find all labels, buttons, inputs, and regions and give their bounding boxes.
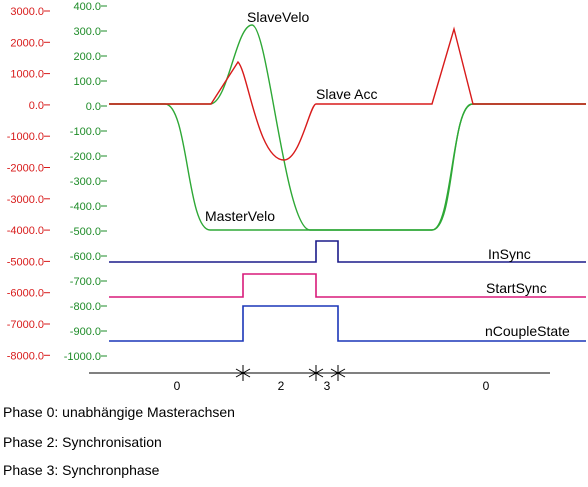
- right-tick-label: 300.0: [73, 26, 101, 38]
- left-tick-label: -1000.0: [7, 131, 44, 143]
- right-tick-label: -300.0: [70, 176, 101, 188]
- right-tick-label: -900.0: [70, 326, 101, 338]
- label-slave-velo: SlaveVelo: [247, 9, 309, 25]
- left-tick-label: -4000.0: [7, 225, 44, 237]
- right-tick-label: 200.0: [73, 51, 101, 63]
- right-tick-label: -500.0: [70, 226, 101, 238]
- left-axis-ticks: 3000.0 2000.0 1000.0 0.0 -1000.0 -2000.0 -3000…: [7, 6, 50, 362]
- master-velo-curve: [109, 103, 586, 231]
- phase-label-3: 3: [324, 379, 331, 393]
- right-tick-label: 100.0: [73, 76, 101, 88]
- right-tick-label: -600.0: [70, 251, 101, 263]
- left-tick-label: -6000.0: [7, 288, 44, 300]
- label-ncouplestate: nCoupleState: [485, 323, 570, 339]
- left-tick-label: -7000.0: [7, 319, 44, 331]
- slave-velo-curve: [109, 24, 586, 231]
- chart: 3000.02000.01000.00.0-1000.0-2000.0-3000…: [7, 1, 586, 393]
- right-tick-label: -800.0: [70, 301, 101, 313]
- right-tick-label: -100.0: [70, 126, 101, 138]
- left-tick-label: 0.0: [29, 100, 44, 112]
- right-tick-label: 400.0: [73, 1, 101, 13]
- left-tick-label: -8000.0: [7, 350, 44, 362]
- left-tick-label: 3000.0: [10, 6, 44, 18]
- left-tick-label: -2000.0: [7, 163, 44, 175]
- left-tick-label: 2000.0: [10, 37, 44, 49]
- right-axis-ticks: 400.0 300.0 200.0 100.0 0.0 -100.0 -200.0 -300.…: [64, 1, 107, 363]
- label-slave-acc: Slave Acc: [316, 86, 377, 102]
- left-tick-label: -5000.0: [7, 256, 44, 268]
- right-tick-label: -700.0: [70, 276, 101, 288]
- phase-timeline: [89, 365, 550, 381]
- phase-label-2: 2: [278, 379, 285, 393]
- insync-signal: [109, 240, 586, 263]
- startsync-signal: [109, 273, 586, 298]
- right-tick-label: -200.0: [70, 151, 101, 163]
- label-master-velo: MasterVelo: [205, 208, 275, 224]
- phase-label-0b: 0: [483, 379, 490, 393]
- label-insync: InSync: [488, 246, 531, 262]
- caption-phase-2: Phase 2: Synchronisation: [3, 434, 162, 450]
- ncouplestate-signal: [109, 305, 586, 342]
- left-tick-label: -3000.0: [7, 194, 44, 206]
- label-startsync: StartSync: [486, 280, 547, 296]
- right-tick-label: -400.0: [70, 201, 101, 213]
- caption-phase-3: Phase 3: Synchronphase: [3, 462, 160, 478]
- phase-label-0a: 0: [174, 379, 181, 393]
- right-tick-label: 0.0: [86, 101, 101, 113]
- caption-phase-0: Phase 0: unabhängige Masterachsen: [3, 404, 235, 420]
- left-tick-label: 1000.0: [10, 69, 44, 81]
- slave-acc-curve: [109, 26, 586, 161]
- right-tick-label: -1000.0: [64, 351, 101, 363]
